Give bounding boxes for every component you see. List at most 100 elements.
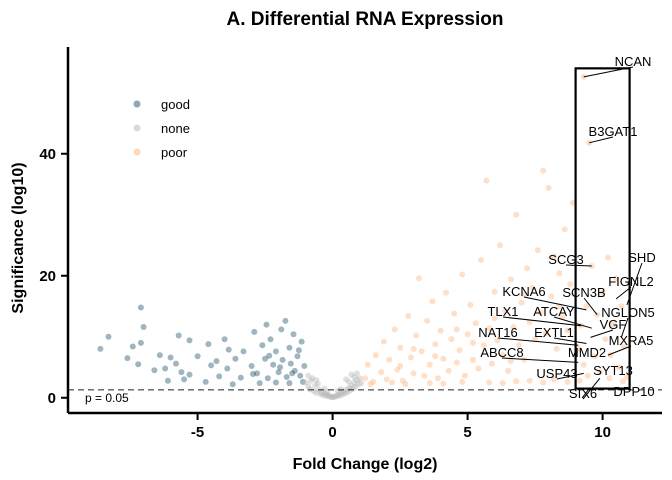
point-none (348, 371, 355, 378)
point-none (325, 393, 332, 400)
point-poor (553, 345, 560, 352)
gene-label-six6: SIX6 (569, 386, 597, 401)
point-poor (380, 338, 387, 345)
gene-label-atcay: ATCAY (533, 304, 575, 319)
point-poor (467, 302, 474, 308)
point-good (156, 352, 163, 359)
point-poor (443, 289, 449, 296)
gene-label-usp43: USP43 (536, 366, 577, 381)
label-connector (588, 136, 614, 144)
point-good (283, 374, 290, 380)
point-none (326, 392, 333, 399)
point-poor (567, 281, 574, 288)
x-tick-label: 5 (463, 424, 471, 441)
point-poor (618, 303, 625, 310)
point-poor (507, 276, 514, 283)
point-poor (499, 380, 506, 387)
point-none (343, 376, 350, 383)
point-poor (615, 364, 622, 371)
y-tick-label: 0 (48, 390, 56, 407)
point-good (298, 338, 305, 345)
point-poor (513, 378, 520, 385)
point-good (275, 369, 282, 376)
point-good (232, 355, 239, 362)
point-poor (494, 337, 501, 344)
point-poor (410, 370, 417, 377)
label-connector (583, 297, 598, 316)
point-poor (491, 315, 498, 322)
legend-label-good: good (161, 97, 190, 112)
point-good (286, 344, 293, 351)
point-poor (470, 339, 476, 346)
point-poor (505, 367, 512, 374)
point-none (351, 374, 358, 380)
point-none (309, 375, 316, 382)
point-good (282, 317, 289, 324)
point-good (137, 304, 144, 311)
point-poor (461, 372, 468, 379)
point-poor (413, 332, 420, 339)
point-none (312, 382, 319, 389)
axes: -5 0 5 10 0 20 40 (39, 47, 662, 441)
point-poor (583, 303, 590, 310)
x-axis-title: Fold Change (log2) (293, 456, 438, 473)
point-none (352, 383, 359, 390)
point-poor (432, 353, 439, 360)
point-poor (389, 379, 395, 386)
point-none (351, 379, 358, 386)
point-good (181, 376, 188, 383)
point-poor (372, 352, 379, 359)
point-poor (551, 376, 557, 383)
point-good (277, 364, 283, 371)
point-good (251, 328, 258, 335)
point-good (202, 378, 209, 385)
point-poor (513, 211, 520, 218)
point-none (318, 389, 325, 396)
point-poor (426, 380, 433, 387)
point-poor (453, 326, 460, 333)
point-poor (470, 356, 476, 363)
point-good (272, 348, 279, 355)
point-good (208, 362, 215, 369)
legend-marker-good (133, 100, 141, 108)
point-none (333, 393, 340, 400)
point-good (259, 342, 266, 349)
point-poor (451, 310, 458, 317)
point-good (221, 336, 228, 343)
point-poor (599, 289, 606, 296)
point-poor (529, 284, 536, 291)
gene-label-b3gat1: B3GAT1 (589, 124, 638, 139)
threshold-label: p = 0.05 (85, 391, 129, 405)
point-none (358, 380, 364, 387)
label-connector (501, 357, 579, 363)
point-none (305, 383, 312, 390)
x-tick-label: -5 (191, 424, 204, 441)
point-poor (497, 242, 503, 249)
point-good (135, 361, 142, 368)
point-none (331, 394, 337, 400)
point-poor (383, 376, 390, 383)
point-none (314, 380, 321, 387)
legend-label-poor: poor (161, 145, 188, 160)
point-poor (534, 247, 541, 254)
point-good (205, 341, 212, 348)
gene-label-tlx1: TLX1 (487, 304, 518, 319)
point-none (347, 387, 354, 394)
label-connector (497, 337, 579, 346)
label-connector (607, 345, 632, 356)
point-poor (551, 253, 557, 260)
point-poor (407, 354, 414, 361)
point-poor (402, 381, 409, 388)
point-good (262, 355, 269, 362)
point-poor (591, 353, 598, 360)
point-good (294, 353, 301, 360)
gene-label-shd: SHD (628, 250, 655, 265)
point-good (240, 348, 247, 355)
point-good (264, 375, 271, 382)
point-none (306, 386, 313, 393)
point-poor (424, 317, 431, 324)
point-poor (434, 375, 441, 382)
point-poor (421, 372, 428, 379)
label-connector (626, 262, 643, 306)
gene-label-dpp10: DPP10 (613, 384, 654, 399)
